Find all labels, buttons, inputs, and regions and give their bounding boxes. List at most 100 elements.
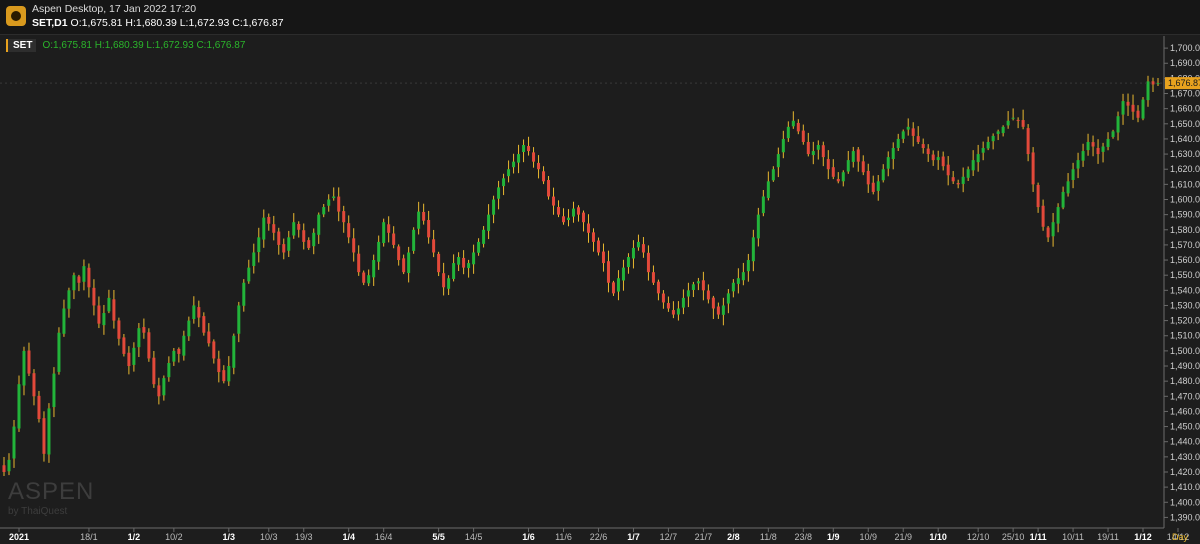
- candle-body: [781, 138, 785, 153]
- watermark-brand: ASPEN: [8, 478, 95, 505]
- candle-body: [317, 214, 321, 235]
- candle-body: [27, 350, 31, 374]
- candle-body: [651, 272, 655, 283]
- candle-body: [896, 138, 900, 148]
- candle-body: [606, 261, 610, 283]
- x-tick-label: 16/4: [375, 532, 393, 542]
- chart-legend: SET O:1,675.81 H:1,680.39 L:1,672.93 C:1…: [6, 38, 245, 52]
- candle-body: [487, 214, 491, 231]
- candle-body: [996, 131, 1000, 134]
- candle-body: [212, 341, 216, 359]
- candle-body: [776, 154, 780, 168]
- y-tick-label: 1,470.00: [1170, 391, 1200, 401]
- x-tick-label: 12/7: [660, 532, 678, 542]
- candle-body: [581, 212, 585, 223]
- candle-body: [517, 154, 521, 163]
- symbol-ohlc-header: SET,D1 O:1,675.81 H:1,680.39 L:1,672.93 …: [32, 17, 284, 29]
- candle-body: [242, 282, 246, 306]
- symbol-label: SET,D1: [32, 17, 68, 29]
- candle-body: [891, 148, 895, 159]
- candle-body: [57, 332, 61, 372]
- candle-body: [312, 232, 316, 247]
- x-tick-label: 1/11: [1030, 532, 1047, 542]
- candle-body: [142, 327, 146, 333]
- candle-body: [467, 263, 471, 269]
- last-price-label: 1,676.87: [1168, 78, 1200, 88]
- symbol-tag[interactable]: SET: [6, 38, 37, 52]
- candle-body: [711, 297, 715, 309]
- candle-body: [417, 211, 421, 229]
- x-tick-label: 1/9: [827, 532, 840, 542]
- candle-body: [1021, 120, 1025, 127]
- candle-body: [596, 240, 600, 253]
- y-tick-label: 1,480.00: [1170, 376, 1200, 386]
- x-tick-label: 25/10: [1002, 532, 1025, 542]
- candle-body: [676, 308, 680, 315]
- candle-body: [1101, 146, 1105, 152]
- y-tick-label: 1,630.00: [1170, 149, 1200, 159]
- candle-body: [357, 253, 361, 273]
- candle-body: [1076, 160, 1080, 169]
- x-tick-label: 22/6: [590, 532, 608, 542]
- candle-body: [407, 252, 411, 274]
- y-tick-label: 1,450.00: [1170, 422, 1200, 432]
- candle-body: [621, 267, 625, 281]
- candle-body: [202, 316, 206, 333]
- candle-body: [82, 266, 86, 282]
- y-tick-label: 1,460.00: [1170, 406, 1200, 416]
- candle-body: [1126, 101, 1130, 106]
- candle-body: [731, 282, 735, 292]
- candle-body: [437, 253, 441, 273]
- candle-body: [327, 199, 331, 206]
- candle-body: [586, 223, 590, 233]
- candle-body: [542, 171, 546, 182]
- candle-body: [901, 131, 905, 139]
- candle-body: [567, 217, 571, 221]
- candle-body: [1131, 104, 1135, 112]
- candle-body: [591, 232, 595, 242]
- candle-body: [1046, 227, 1050, 238]
- candle-body: [337, 196, 341, 212]
- y-tick-label: 1,700.00: [1170, 43, 1200, 53]
- y-tick-label: 1,590.00: [1170, 210, 1200, 220]
- y-tick-label: 1,580.00: [1170, 225, 1200, 235]
- candle-body: [132, 347, 136, 365]
- candle-body: [691, 284, 695, 290]
- y-tick-label: 1,560.00: [1170, 255, 1200, 265]
- candle-body: [821, 145, 825, 158]
- y-tick-label: 1,400.00: [1170, 497, 1200, 507]
- candle-body: [646, 252, 650, 273]
- x-tick-label: 19/11: [1097, 532, 1119, 542]
- candle-body: [791, 120, 795, 127]
- candle-body: [557, 206, 561, 215]
- candle-body: [352, 238, 356, 253]
- candle-body: [671, 310, 675, 315]
- candle-body: [1136, 110, 1140, 118]
- candle-body: [876, 181, 880, 191]
- y-tick-label: 1,550.00: [1170, 270, 1200, 280]
- candle-body: [12, 426, 16, 459]
- candle-body: [332, 196, 336, 199]
- candle-body: [1016, 119, 1020, 121]
- x-tick-label: 10/3: [260, 532, 278, 542]
- x-tick-label: 2/8: [727, 532, 740, 542]
- candle-body: [87, 267, 91, 288]
- candle-body: [277, 231, 281, 245]
- candle-body: [871, 182, 875, 192]
- candle-body: [806, 141, 810, 155]
- y-tick-label: 1,600.00: [1170, 194, 1200, 204]
- candle-body: [507, 169, 511, 177]
- candle-body: [532, 152, 536, 162]
- y-tick-label: 1,410.00: [1170, 482, 1200, 492]
- candle-body: [976, 154, 980, 163]
- candle-body: [572, 208, 576, 217]
- candle-body: [1141, 99, 1145, 119]
- candle-body: [626, 257, 630, 268]
- candle-body: [751, 237, 755, 262]
- candle-body: [966, 169, 970, 178]
- x-tick-label: 5/5: [432, 532, 445, 542]
- candle-body: [197, 307, 201, 318]
- x-tick-label: 18/1: [80, 532, 98, 542]
- candle-body: [991, 135, 995, 142]
